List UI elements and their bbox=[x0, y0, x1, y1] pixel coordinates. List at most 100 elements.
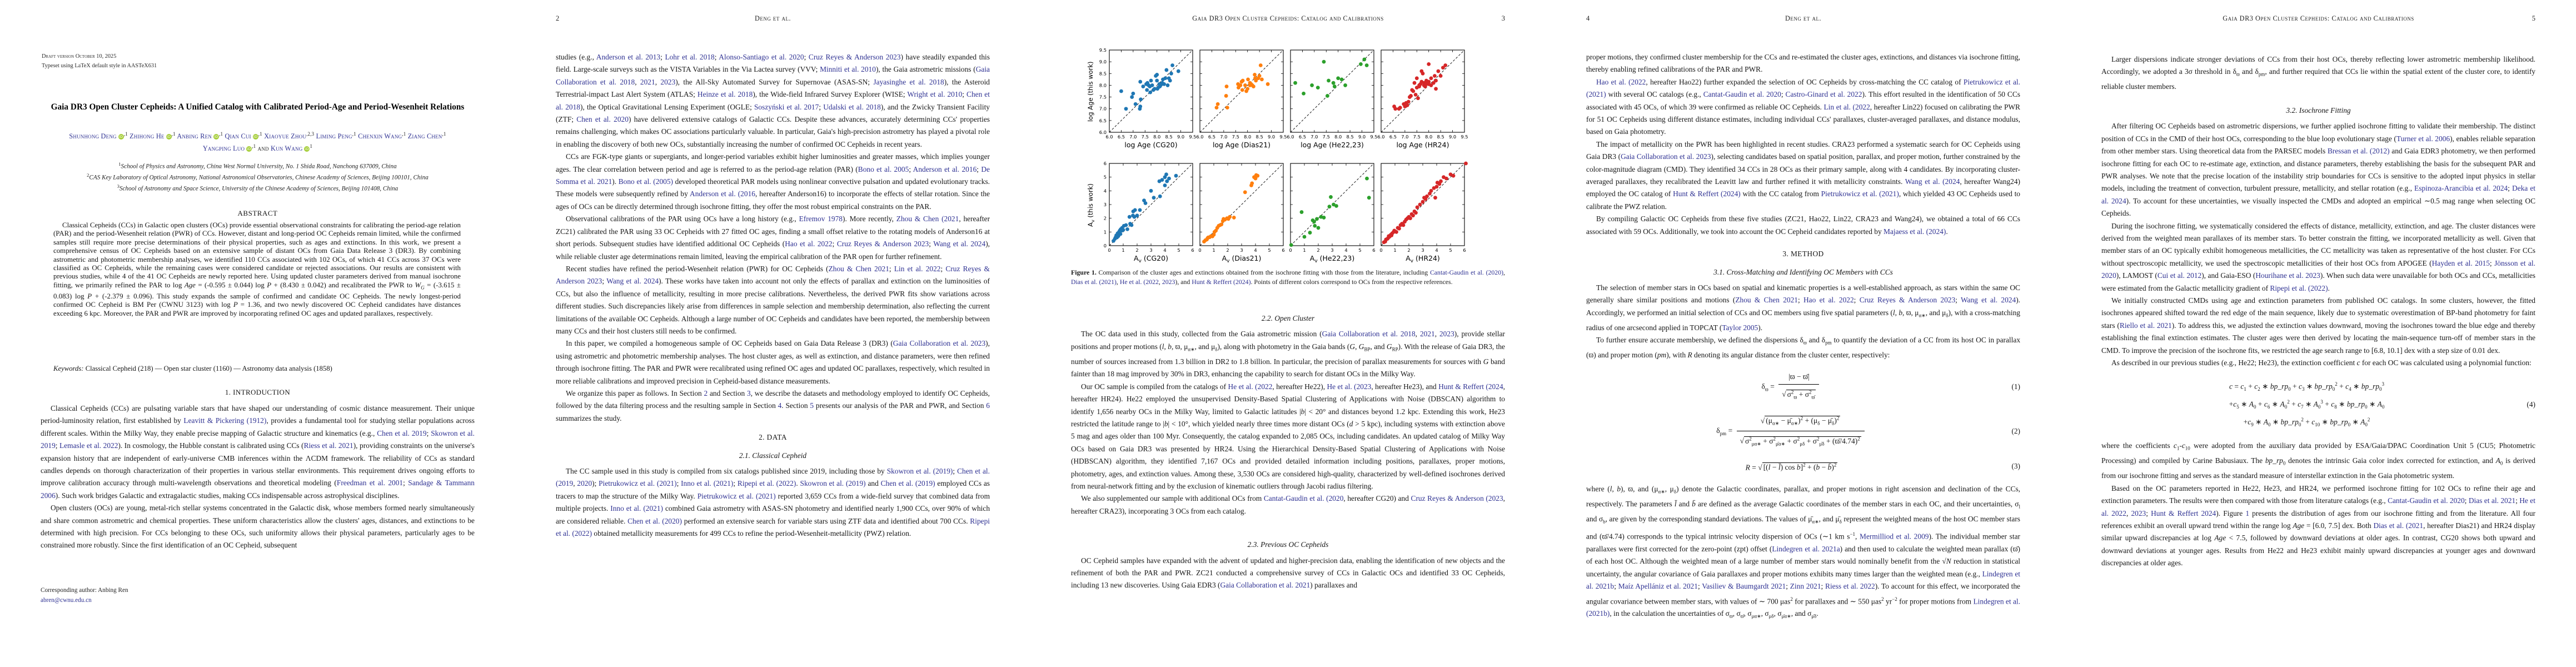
citation-link[interactable]: Hourihane et al. 2023 bbox=[2255, 271, 2320, 280]
citation-link[interactable]: Cantat-Gaudin et al. 2020 bbox=[1703, 90, 1781, 99]
citation-link[interactable]: Turner et al. 2006 bbox=[2396, 134, 2450, 143]
citation-link[interactable]: Hao et al. 2022 bbox=[785, 240, 833, 248]
citation-link[interactable]: 5 bbox=[810, 401, 814, 410]
citation-link[interactable]: Pietrukowicz et al. (2021) bbox=[1821, 190, 1899, 198]
orcid-icon[interactable]: iD bbox=[304, 146, 310, 152]
citation-link[interactable]: Riello et al. 2021 bbox=[2119, 321, 2172, 330]
citation-link[interactable]: 2020 bbox=[577, 479, 592, 488]
orcid-icon[interactable]: iD bbox=[118, 134, 124, 140]
citation-link[interactable]: Bressan et al. (2012) bbox=[2327, 147, 2390, 156]
citation-link[interactable]: Maíz Apellániz et al. 2021 bbox=[1618, 582, 1698, 591]
citation-link[interactable]: Lindegren et al. 2021b bbox=[1586, 569, 2020, 591]
corresponding-email[interactable]: abren@cwnu.edu.cn bbox=[41, 597, 92, 604]
citation-link[interactable]: Minniti et al. 2010 bbox=[820, 65, 876, 74]
citation-link[interactable]: Hunt & Reffert (2024 bbox=[1438, 382, 1503, 391]
orcid-icon[interactable]: iD bbox=[252, 134, 258, 140]
citation-link[interactable]: 2023 bbox=[1439, 330, 1454, 339]
citation-link[interactable]: 1 bbox=[2245, 509, 2250, 517]
citation-link[interactable]: Soszyński et al. 2017 bbox=[754, 102, 819, 111]
citation-link[interactable]: Cruz Reyes & Anderson 2023 bbox=[1859, 296, 1956, 305]
citation-link[interactable]: Skowron et al. (2019) bbox=[886, 467, 953, 475]
citation-link[interactable]: Inno et al. (2021) bbox=[610, 504, 664, 513]
citation-link[interactable]: Hao et al. (2022 bbox=[1596, 77, 1646, 86]
citation-link[interactable]: Wang et al. 2024 bbox=[933, 240, 986, 248]
citation-link[interactable]: Cruz Reyes & Anderson 2023 bbox=[808, 53, 901, 61]
citation-link[interactable]: Heinze et al. 2018 bbox=[697, 90, 753, 99]
citation-link[interactable]: Chen et al. (2020) bbox=[627, 516, 682, 525]
citation-link[interactable]: Ripepi et al. (2022) bbox=[737, 479, 796, 488]
citation-link[interactable]: Cruz Reyes & Anderson (2023 bbox=[1411, 494, 1503, 503]
citation-link[interactable]: 2023 bbox=[2131, 509, 2146, 517]
citation-link[interactable]: Anderson et al. 2013 bbox=[596, 53, 661, 61]
citation-link[interactable]: Pietrukowicz et al. (2021) bbox=[1586, 77, 2020, 99]
citation-link[interactable]: Jönsson et al. 2020 bbox=[2101, 258, 2535, 280]
citation-link[interactable]: Cruz Reyes & Anderson 2023 bbox=[836, 240, 929, 248]
citation-link[interactable]: Chen et al. (2019 bbox=[556, 467, 990, 488]
citation-link[interactable]: He et al. (2022 bbox=[1228, 382, 1273, 391]
citation-link[interactable]: Dias et al. (2021 bbox=[2373, 521, 2424, 530]
citation-link[interactable]: 2 bbox=[704, 389, 708, 397]
orcid-icon[interactable]: iD bbox=[213, 134, 220, 140]
citation-link[interactable]: Taylor 2005 bbox=[1722, 323, 1758, 332]
citation-link[interactable]: Riess et al. 2021 bbox=[303, 441, 353, 450]
citation-link[interactable]: Cruz Reyes & Anderson 2023 bbox=[556, 264, 990, 286]
citation-link[interactable]: Chen et al. 2018 bbox=[556, 90, 990, 111]
orcid-icon[interactable]: iD bbox=[166, 134, 172, 140]
citation-link[interactable]: Skowron et al. (2019) bbox=[800, 479, 866, 488]
citation-link[interactable]: Deka et al. 2024 bbox=[2101, 184, 2535, 205]
citation-link[interactable]: Gaia Collaboration et al. 2023 bbox=[1621, 152, 1711, 161]
citation-link[interactable]: Wang et al. 2024 bbox=[606, 277, 659, 286]
citation-link[interactable]: 3 bbox=[746, 389, 751, 397]
citation-link[interactable]: Vasiliev & Baumgardt 2021 bbox=[1702, 582, 1786, 591]
citation-link[interactable]: Lin et al. (2022 bbox=[1823, 102, 1870, 111]
citation-link[interactable]: Hunt & Reffert 2024 bbox=[2151, 509, 2216, 517]
citation-link[interactable]: 6 bbox=[986, 401, 990, 410]
citation-link[interactable]: Udalski et al. 2018 bbox=[823, 102, 881, 111]
citation-link[interactable]: 4 bbox=[778, 401, 782, 410]
citation-link[interactable]: Ripepi et al. (2022) bbox=[2270, 283, 2328, 292]
citation-link[interactable]: Cui et al. 2012 bbox=[2157, 271, 2202, 280]
citation-link[interactable]: Cantat-Gaudin et al. (2020) bbox=[1429, 268, 1504, 276]
citation-link[interactable]: Bono et al. (2005) bbox=[618, 177, 673, 186]
citation-link[interactable]: Skowron et al. 2019 bbox=[41, 429, 475, 450]
citation-link[interactable]: Mermilliod et al. 2009 bbox=[1860, 532, 1929, 541]
citation-link[interactable]: Riess et al. 2022 bbox=[1825, 582, 1875, 591]
citation-link[interactable]: Zhou & Chen (2021 bbox=[896, 215, 959, 223]
citation-link[interactable]: Ripepi et al. (2022) bbox=[556, 516, 990, 538]
citation-link[interactable]: Anderson et al. (2016 bbox=[690, 190, 755, 198]
citation-link[interactable]: Majaess et al. (2024) bbox=[1884, 227, 1946, 236]
citation-link[interactable]: 2021 bbox=[640, 77, 655, 86]
citation-link[interactable]: Chen et al. 2019 bbox=[377, 429, 427, 437]
citation-link[interactable]: Wang et al. (2024 bbox=[1905, 177, 1960, 186]
citation-link[interactable]: Espinoza-Arancibia et al. 2024 bbox=[2414, 184, 2508, 193]
citation-link[interactable]: Leavitt & Pickering (1912) bbox=[183, 416, 267, 425]
citation-link[interactable]: Dias et al. (2021) bbox=[1071, 278, 1117, 286]
citation-link[interactable]: Anderson et al. 2016 bbox=[913, 165, 977, 173]
citation-link[interactable]: Gaia Collaboration et al. 2018 bbox=[556, 65, 990, 86]
citation-link[interactable]: 2023 bbox=[660, 77, 676, 86]
citation-link[interactable]: Lindegren et al. (2021b) bbox=[1586, 596, 2020, 618]
citation-link[interactable]: Bono et al. 2005 bbox=[858, 165, 909, 173]
citation-link[interactable]: Gaia Collaboration et al. 2018 bbox=[1322, 330, 1416, 339]
citation-link[interactable]: Dias et al. 2021 bbox=[2468, 496, 2516, 505]
citation-link[interactable]: Chen et al. (2019) bbox=[880, 479, 935, 488]
citation-link[interactable]: Inno et al. (2021) bbox=[681, 479, 734, 488]
citation-link[interactable]: He et al. (2023 bbox=[1327, 382, 1372, 391]
citation-link[interactable]: Hayden et al. 2015 bbox=[2431, 258, 2490, 267]
citation-link[interactable]: 2021 bbox=[1419, 330, 1435, 339]
citation-link[interactable]: Castro-Ginard et al. 2022 bbox=[1785, 90, 1862, 99]
citation-link[interactable]: Wright et al. 2010 bbox=[907, 90, 963, 99]
citation-link[interactable]: Gaia Collaboration et al. 2023 bbox=[893, 339, 986, 348]
citation-link[interactable]: Zinn 2021 bbox=[1790, 582, 1821, 591]
citation-link[interactable]: Efremov 1978 bbox=[799, 215, 843, 223]
citation-link[interactable]: He et al. (2022 bbox=[1119, 278, 1159, 286]
citation-link[interactable]: 2023 bbox=[1162, 278, 1175, 286]
citation-link[interactable]: Hao et al. 2022 bbox=[1803, 296, 1854, 305]
citation-link[interactable]: Alonso-Santiago et al. 2020 bbox=[719, 53, 804, 61]
citation-link[interactable]: Zhou & Chen 2021 bbox=[1735, 296, 1798, 305]
citation-link[interactable]: Wang et al. 2024 bbox=[1960, 296, 2016, 305]
citation-link[interactable]: Chen et al. 2020 bbox=[576, 115, 629, 124]
citation-link[interactable]: Hunt & Reffert (2024) bbox=[1192, 278, 1251, 286]
citation-link[interactable]: Cantat-Gaudin et al. (2020 bbox=[1263, 494, 1344, 503]
citation-link[interactable]: Sandage & Tammann 2006 bbox=[41, 479, 475, 500]
